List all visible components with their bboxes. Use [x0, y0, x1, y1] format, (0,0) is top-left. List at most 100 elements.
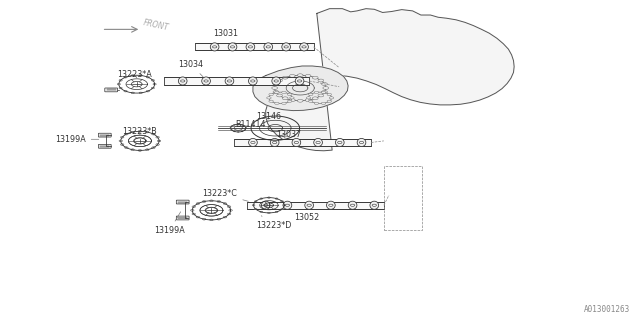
Ellipse shape — [237, 124, 239, 125]
Text: B11414: B11414 — [236, 120, 266, 130]
Ellipse shape — [227, 206, 231, 208]
Ellipse shape — [264, 43, 273, 51]
Ellipse shape — [276, 94, 282, 97]
Ellipse shape — [282, 97, 288, 100]
FancyBboxPatch shape — [234, 139, 371, 146]
Ellipse shape — [210, 219, 213, 221]
Ellipse shape — [314, 91, 319, 93]
Ellipse shape — [217, 218, 221, 220]
Ellipse shape — [305, 201, 314, 209]
Ellipse shape — [244, 126, 246, 127]
Ellipse shape — [228, 43, 237, 51]
Ellipse shape — [131, 149, 134, 151]
Ellipse shape — [230, 128, 232, 129]
Ellipse shape — [119, 87, 122, 89]
Ellipse shape — [267, 97, 271, 99]
Ellipse shape — [151, 79, 154, 81]
Ellipse shape — [202, 201, 206, 202]
Ellipse shape — [191, 210, 194, 211]
Ellipse shape — [270, 139, 279, 147]
Ellipse shape — [223, 203, 227, 204]
Ellipse shape — [298, 74, 303, 77]
Text: 13052: 13052 — [294, 206, 320, 222]
Ellipse shape — [145, 131, 149, 133]
Circle shape — [350, 204, 355, 206]
Circle shape — [204, 80, 208, 82]
Text: A013001263: A013001263 — [584, 305, 630, 314]
Ellipse shape — [119, 140, 122, 142]
Ellipse shape — [287, 100, 292, 102]
Circle shape — [266, 46, 271, 48]
Ellipse shape — [156, 136, 159, 138]
Ellipse shape — [131, 131, 134, 133]
Circle shape — [302, 46, 306, 48]
FancyBboxPatch shape — [176, 216, 189, 220]
Ellipse shape — [321, 102, 326, 104]
Ellipse shape — [152, 133, 155, 135]
Circle shape — [273, 141, 277, 144]
Ellipse shape — [289, 99, 295, 101]
Ellipse shape — [120, 144, 124, 145]
Ellipse shape — [322, 91, 328, 93]
Ellipse shape — [322, 83, 328, 85]
Ellipse shape — [273, 83, 279, 85]
Circle shape — [227, 80, 232, 82]
Text: FRONT: FRONT — [143, 18, 170, 32]
Circle shape — [248, 46, 253, 48]
Circle shape — [294, 141, 298, 144]
Circle shape — [274, 80, 278, 82]
Ellipse shape — [157, 140, 161, 142]
Ellipse shape — [139, 75, 142, 76]
Ellipse shape — [298, 99, 303, 102]
Ellipse shape — [119, 79, 122, 81]
Ellipse shape — [290, 97, 294, 99]
Text: 13031: 13031 — [212, 29, 237, 43]
Ellipse shape — [231, 130, 232, 131]
Ellipse shape — [327, 93, 332, 96]
Ellipse shape — [225, 77, 234, 85]
Ellipse shape — [131, 75, 134, 76]
Ellipse shape — [272, 77, 280, 85]
Ellipse shape — [314, 139, 323, 147]
Ellipse shape — [246, 43, 255, 51]
Ellipse shape — [120, 136, 124, 138]
Text: 13199A: 13199A — [154, 212, 185, 235]
FancyBboxPatch shape — [195, 44, 314, 51]
Ellipse shape — [327, 100, 332, 102]
Ellipse shape — [245, 128, 247, 129]
Ellipse shape — [124, 90, 127, 92]
Circle shape — [285, 204, 290, 206]
Text: 13037: 13037 — [276, 130, 301, 139]
Ellipse shape — [124, 76, 127, 78]
Circle shape — [251, 141, 255, 144]
Ellipse shape — [248, 77, 257, 85]
Ellipse shape — [281, 201, 284, 202]
Ellipse shape — [321, 91, 326, 93]
Ellipse shape — [211, 43, 219, 51]
Ellipse shape — [138, 149, 141, 151]
FancyBboxPatch shape — [246, 202, 384, 209]
Ellipse shape — [196, 216, 200, 218]
FancyBboxPatch shape — [176, 200, 189, 204]
Ellipse shape — [223, 216, 227, 218]
Ellipse shape — [125, 147, 128, 148]
Text: 13146: 13146 — [256, 113, 281, 122]
Ellipse shape — [192, 206, 195, 208]
Ellipse shape — [292, 139, 301, 147]
Ellipse shape — [229, 210, 232, 211]
Ellipse shape — [254, 208, 257, 210]
Ellipse shape — [312, 97, 318, 100]
Polygon shape — [266, 9, 514, 151]
Circle shape — [359, 141, 364, 144]
Ellipse shape — [252, 204, 255, 206]
Circle shape — [212, 46, 217, 48]
Ellipse shape — [282, 91, 286, 93]
Ellipse shape — [192, 213, 195, 215]
Ellipse shape — [202, 77, 211, 85]
Ellipse shape — [145, 149, 149, 151]
Ellipse shape — [152, 147, 155, 148]
Ellipse shape — [234, 131, 236, 132]
Circle shape — [372, 204, 376, 206]
Ellipse shape — [156, 144, 159, 145]
Ellipse shape — [275, 102, 279, 104]
